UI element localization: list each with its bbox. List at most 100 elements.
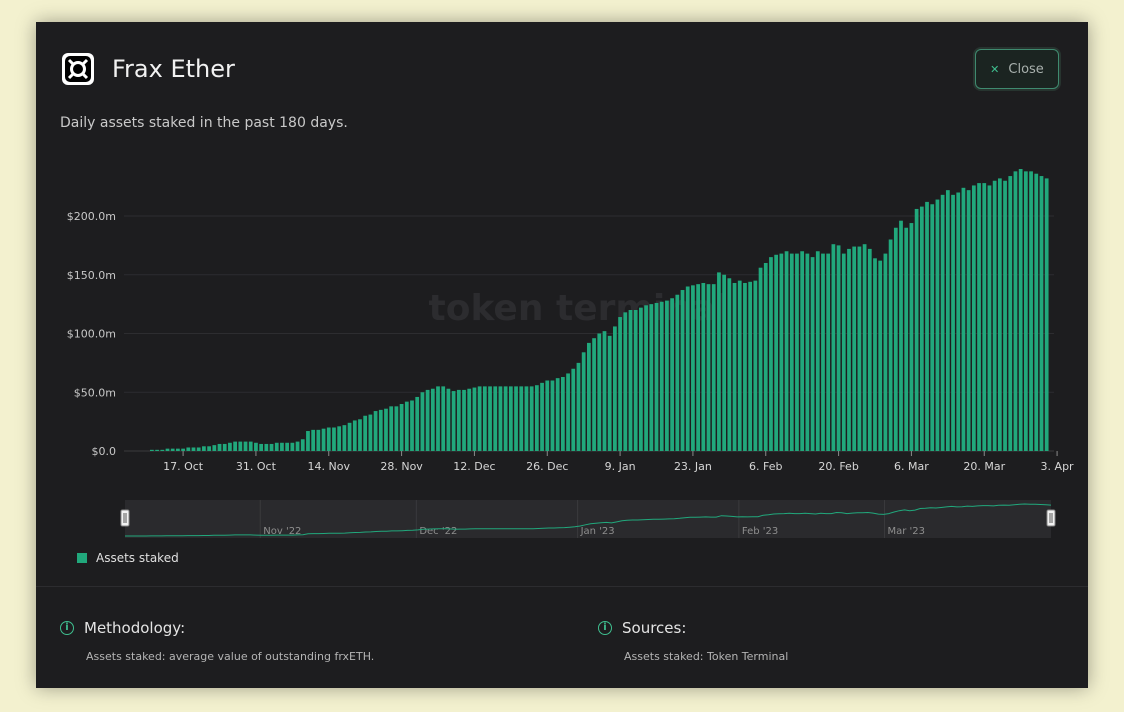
bar[interactable] bbox=[613, 326, 617, 451]
bar[interactable] bbox=[753, 280, 758, 452]
bar[interactable] bbox=[545, 380, 550, 452]
bar[interactable] bbox=[519, 386, 524, 452]
bar[interactable] bbox=[743, 282, 747, 452]
bar[interactable] bbox=[342, 425, 347, 451]
bar[interactable] bbox=[300, 439, 305, 451]
bar[interactable] bbox=[150, 449, 154, 451]
bar[interactable] bbox=[155, 449, 159, 451]
bar[interactable] bbox=[888, 239, 893, 452]
bar[interactable] bbox=[274, 442, 279, 451]
bar[interactable] bbox=[560, 376, 565, 452]
bar[interactable] bbox=[378, 409, 383, 452]
bar[interactable] bbox=[316, 429, 321, 451]
bar[interactable] bbox=[295, 441, 300, 451]
bar[interactable] bbox=[644, 305, 648, 451]
bar[interactable] bbox=[352, 420, 357, 451]
bar[interactable] bbox=[508, 386, 513, 452]
bar[interactable] bbox=[248, 441, 253, 451]
bar[interactable] bbox=[170, 448, 175, 451]
bar[interactable] bbox=[665, 300, 669, 451]
bar[interactable] bbox=[337, 426, 342, 451]
bar[interactable] bbox=[732, 282, 737, 452]
bar[interactable] bbox=[670, 298, 674, 451]
bar[interactable] bbox=[883, 253, 888, 451]
bar[interactable] bbox=[909, 223, 914, 451]
bar[interactable] bbox=[233, 441, 237, 451]
bar[interactable] bbox=[285, 442, 290, 451]
bar[interactable] bbox=[701, 282, 706, 452]
bar[interactable] bbox=[534, 385, 539, 451]
bar[interactable] bbox=[847, 248, 851, 451]
bar[interactable] bbox=[810, 257, 815, 452]
bar[interactable] bbox=[1018, 169, 1023, 451]
bar[interactable] bbox=[971, 185, 976, 451]
bar[interactable] bbox=[254, 442, 258, 451]
bar[interactable] bbox=[181, 448, 185, 451]
bar[interactable] bbox=[196, 447, 201, 452]
bar[interactable] bbox=[207, 446, 211, 451]
bar[interactable] bbox=[456, 389, 461, 451]
bar[interactable] bbox=[857, 246, 862, 451]
bar[interactable] bbox=[482, 386, 487, 452]
bar[interactable] bbox=[217, 443, 222, 451]
bar[interactable] bbox=[191, 447, 196, 452]
bar[interactable] bbox=[592, 338, 596, 451]
bar[interactable] bbox=[899, 220, 903, 451]
bar[interactable] bbox=[332, 427, 336, 452]
bar[interactable] bbox=[831, 244, 836, 451]
bar[interactable] bbox=[550, 380, 555, 452]
bar[interactable] bbox=[1029, 171, 1033, 451]
bar[interactable] bbox=[451, 391, 456, 451]
bar[interactable] bbox=[878, 260, 883, 451]
bar[interactable] bbox=[358, 419, 362, 451]
bar[interactable] bbox=[607, 335, 612, 451]
bar[interactable] bbox=[795, 253, 799, 451]
bar[interactable] bbox=[514, 386, 518, 452]
bar[interactable] bbox=[779, 253, 784, 451]
bar[interactable] bbox=[1013, 171, 1018, 451]
bar[interactable] bbox=[789, 253, 794, 451]
bar[interactable] bbox=[727, 278, 732, 451]
bar[interactable] bbox=[951, 194, 955, 451]
bar[interactable] bbox=[696, 284, 700, 451]
bar[interactable] bbox=[498, 386, 503, 452]
bar[interactable] bbox=[529, 386, 534, 452]
bar[interactable] bbox=[165, 448, 170, 451]
bar[interactable] bbox=[977, 183, 981, 451]
bar[interactable] bbox=[160, 449, 165, 451]
bar[interactable] bbox=[919, 206, 924, 451]
bar[interactable] bbox=[540, 382, 544, 451]
bar[interactable] bbox=[389, 406, 394, 451]
bar[interactable] bbox=[680, 290, 685, 451]
bar[interactable] bbox=[306, 431, 310, 451]
bar[interactable] bbox=[373, 411, 378, 451]
bar[interactable] bbox=[717, 272, 721, 451]
close-button[interactable]: ✕ Close bbox=[975, 49, 1059, 89]
bar[interactable] bbox=[446, 388, 451, 452]
bar[interactable] bbox=[800, 251, 805, 451]
bar[interactable] bbox=[940, 194, 945, 451]
bar[interactable] bbox=[633, 310, 638, 451]
bar[interactable] bbox=[1023, 171, 1028, 451]
bar[interactable] bbox=[441, 386, 446, 452]
bar[interactable] bbox=[368, 414, 373, 451]
bar[interactable] bbox=[347, 422, 352, 451]
bar[interactable] bbox=[675, 294, 680, 452]
bar[interactable] bbox=[654, 302, 659, 451]
bar[interactable] bbox=[711, 284, 716, 451]
bar[interactable] bbox=[436, 386, 440, 452]
bar[interactable] bbox=[269, 443, 274, 451]
bar[interactable] bbox=[477, 386, 482, 452]
bar[interactable] bbox=[826, 253, 831, 451]
navigator-handle-right[interactable] bbox=[1046, 509, 1056, 527]
bar[interactable] bbox=[587, 342, 591, 451]
bar[interactable] bbox=[555, 378, 560, 451]
bar[interactable] bbox=[873, 258, 877, 451]
navigator-handle-left[interactable] bbox=[120, 509, 130, 527]
bar[interactable] bbox=[394, 406, 399, 451]
bar[interactable] bbox=[264, 443, 269, 451]
bar[interactable] bbox=[737, 280, 742, 452]
bar[interactable] bbox=[748, 281, 753, 451]
bar[interactable] bbox=[524, 386, 529, 452]
bar[interactable] bbox=[930, 204, 935, 451]
